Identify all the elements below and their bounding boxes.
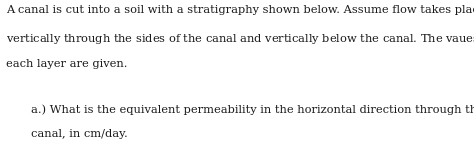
Text: A canal is cut into a soil with a stratigraphy shown below. Assume flow takes pl: A canal is cut into a soil with a strati… [6, 5, 474, 15]
Text: a.) What is the equivalent permeability in the horizontal direction through the : a.) What is the equivalent permeability … [31, 104, 474, 115]
Text: vertically through the sides of the canal and vertically below the canal. The va: vertically through the sides of the cana… [6, 32, 474, 46]
Text: canal, in cm/day.: canal, in cm/day. [31, 129, 128, 139]
Text: each layer are given.: each layer are given. [6, 59, 127, 69]
